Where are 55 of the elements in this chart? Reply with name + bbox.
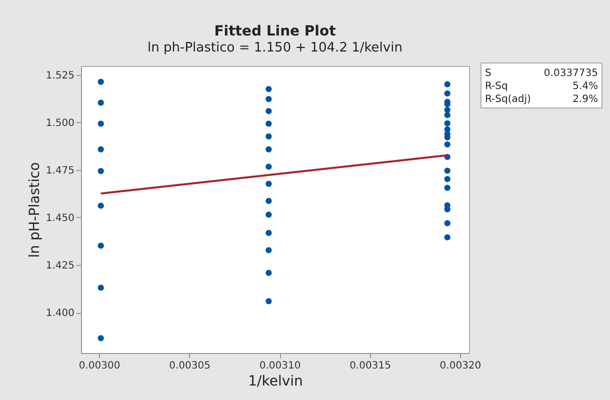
- x-tick-label: 0.00320: [440, 360, 482, 372]
- chart-title: Fitted Line Plot: [214, 24, 336, 40]
- point: [266, 146, 272, 152]
- point: [266, 164, 272, 170]
- text: R-Sq(adj): [485, 94, 531, 105]
- point: [98, 100, 104, 106]
- x-tick-label: 0.00300: [78, 360, 120, 372]
- text: 2.9%: [572, 94, 598, 105]
- point: [98, 78, 104, 85]
- point: [98, 284, 104, 291]
- point: [266, 298, 272, 304]
- point: [266, 270, 272, 276]
- point: [266, 230, 272, 236]
- point: [266, 212, 272, 218]
- text: R-Sq: [485, 81, 508, 92]
- point: [444, 168, 450, 174]
- point: [444, 220, 450, 226]
- y-tick-label: 1.475: [46, 165, 74, 176]
- point: [444, 90, 450, 96]
- point: [98, 242, 104, 249]
- x-axis-title: 1/kelvin: [248, 374, 303, 390]
- y-tick-label: 1.425: [46, 260, 74, 272]
- point: [444, 184, 450, 191]
- point: [98, 120, 104, 127]
- point: [266, 180, 272, 187]
- point: [266, 96, 272, 102]
- point: [98, 168, 104, 174]
- point: [266, 247, 272, 254]
- y-tick-label: 1.400: [46, 308, 74, 320]
- text: 0.0337735: [544, 68, 598, 79]
- point: [266, 133, 272, 140]
- x-tick-label: 0.00315: [350, 360, 391, 372]
- point: [266, 108, 272, 114]
- point: [444, 106, 450, 114]
- chart-subtitle: ln ph-Plastico = 1.150 + 104.2 1/kelvin: [148, 40, 402, 56]
- point: [266, 198, 272, 204]
- point: [98, 335, 104, 342]
- point: [444, 141, 450, 148]
- text: 5.4%: [572, 81, 598, 92]
- x-tick-label: 0.00310: [259, 360, 301, 372]
- point: [444, 112, 450, 118]
- point: [98, 146, 104, 152]
- point: [444, 234, 450, 240]
- point: [266, 86, 272, 92]
- point: [444, 81, 450, 88]
- y-tick-label: 1.500: [46, 118, 74, 129]
- y-tick-label: 1.525: [46, 70, 74, 82]
- y-tick-label: 1.450: [46, 212, 74, 224]
- x-tick-label: 0.00305: [169, 360, 210, 372]
- point: [266, 120, 272, 127]
- point: [98, 202, 104, 209]
- point: [444, 176, 450, 182]
- text: S: [485, 68, 492, 79]
- point: [444, 120, 450, 126]
- y-axis-title: ln pH-Plastico: [26, 162, 43, 258]
